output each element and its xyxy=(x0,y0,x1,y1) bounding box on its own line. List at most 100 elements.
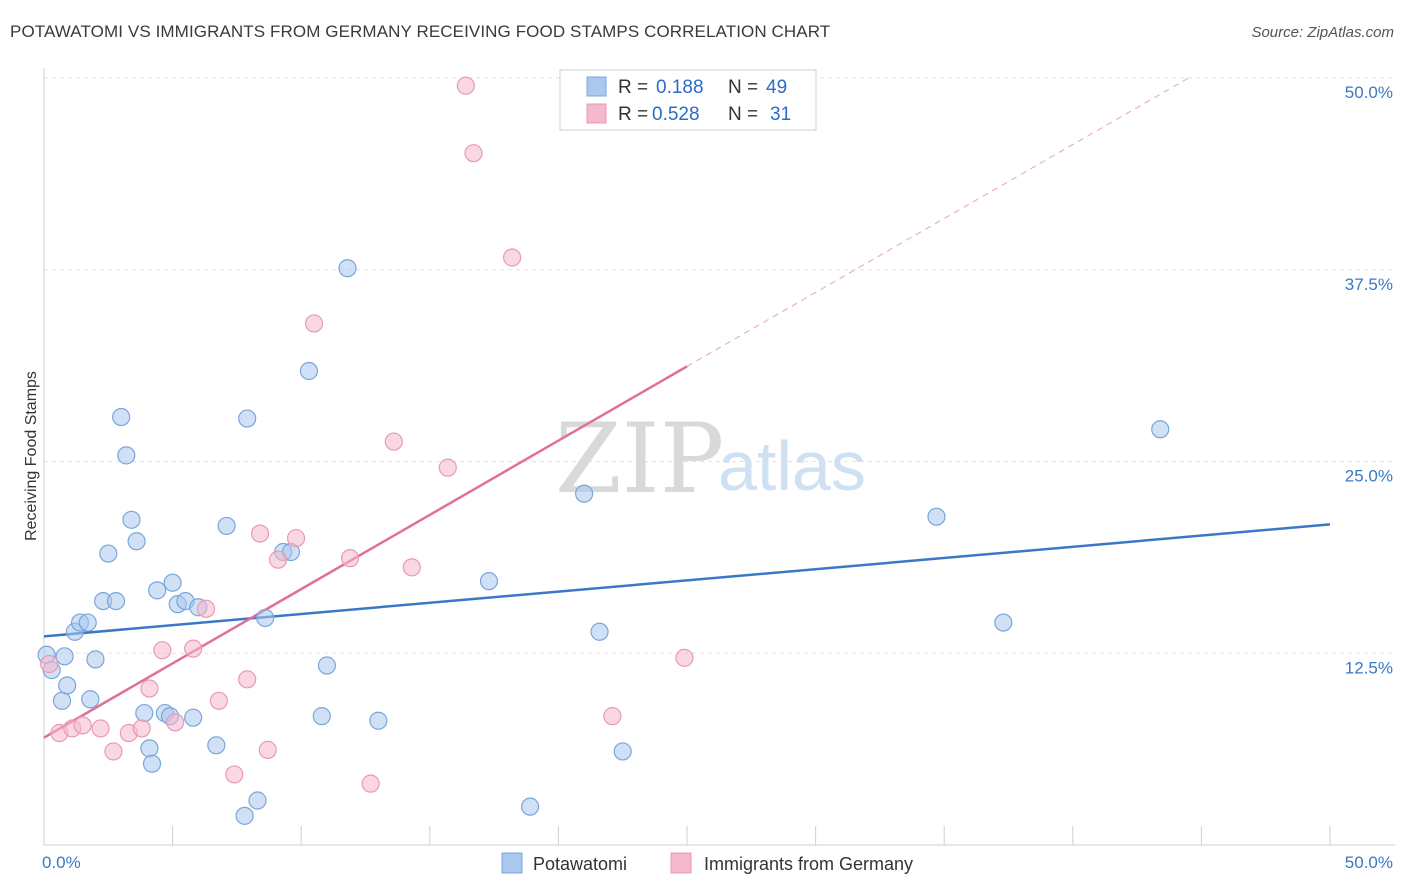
point-germany xyxy=(286,529,306,548)
point-germany xyxy=(402,558,421,577)
legend-r-value-1: 0.188 xyxy=(656,77,704,98)
point-potawatomi xyxy=(217,516,236,536)
point-potawatomi xyxy=(78,613,97,632)
point-potawatomi xyxy=(317,656,337,675)
point-potawatomi xyxy=(142,754,162,773)
point-germany xyxy=(384,432,403,451)
point-germany xyxy=(91,719,110,738)
source-label: Source: ZipAtlas.com xyxy=(1251,24,1394,41)
point-potawatomi xyxy=(590,622,609,641)
point-germany xyxy=(104,742,123,761)
point-germany xyxy=(258,740,277,759)
point-potawatomi xyxy=(256,608,275,628)
point-potawatomi xyxy=(55,647,74,666)
bottom-legend-label-pink: Immigrants from Germany xyxy=(704,854,913,874)
point-germany xyxy=(73,716,92,735)
legend-swatch-pink xyxy=(586,103,607,124)
point-potawatomi xyxy=(106,591,126,611)
bottom-legend-label-blue: Potawatomi xyxy=(533,854,627,874)
gridlines xyxy=(44,77,1395,654)
legend-box: R = 0.188 N = 49 R = 0.528 N = 31 xyxy=(559,69,817,131)
point-germany xyxy=(438,458,457,477)
watermark-atlas: atlas xyxy=(718,427,866,505)
point-potawatomi xyxy=(140,739,159,758)
point-germany xyxy=(361,774,380,793)
y-tick-label: 37.5% xyxy=(1345,275,1393,294)
legend-n-value-1: 49 xyxy=(766,77,787,98)
point-potawatomi xyxy=(163,573,182,592)
point-germany xyxy=(196,599,216,618)
point-potawatomi xyxy=(127,532,146,551)
point-potawatomi xyxy=(1151,420,1170,439)
legend-n-label-2: N = xyxy=(728,104,758,125)
point-germany xyxy=(40,654,59,674)
legend-n-label-1: N = xyxy=(728,77,758,98)
x-tick-label-min: 0.0% xyxy=(42,853,81,872)
y-tick-label: 25.0% xyxy=(1345,467,1393,486)
point-potawatomi xyxy=(184,708,203,727)
y-tick-label: 12.5% xyxy=(1345,658,1393,677)
point-potawatomi xyxy=(58,676,77,695)
point-germany xyxy=(209,691,228,710)
y-tick-label: 50.0% xyxy=(1345,83,1393,102)
point-potawatomi xyxy=(135,703,154,723)
point-germany xyxy=(166,713,185,732)
point-germany xyxy=(456,76,475,95)
bottom-legend-swatch-pink xyxy=(670,852,692,874)
point-potawatomi xyxy=(613,742,632,761)
chart-title: POTAWATOMI VS IMMIGRANTS FROM GERMANY RE… xyxy=(10,22,831,41)
bottom-legend: Potawatomi Immigrants from Germany xyxy=(501,852,913,874)
point-potawatomi xyxy=(112,407,131,427)
trend-line-germany-extension xyxy=(686,77,1189,367)
legend-r-value-2: 0.528 xyxy=(652,104,700,125)
point-potawatomi xyxy=(521,797,540,816)
point-germany xyxy=(184,639,203,658)
point-germany xyxy=(304,314,324,333)
trend-line-potawatomi xyxy=(43,523,1331,638)
point-potawatomi xyxy=(148,581,167,600)
point-potawatomi xyxy=(81,690,100,709)
legend-swatch-blue xyxy=(586,76,607,97)
bottom-legend-swatch-blue xyxy=(501,852,523,874)
axis-ticks xyxy=(43,826,1331,845)
y-axis-label: Receiving Food Stamps xyxy=(23,371,40,541)
point-potawatomi xyxy=(117,446,136,465)
y-tick-labels: 12.5% 25.0% 37.5% 50.0% xyxy=(1345,83,1393,677)
point-potawatomi xyxy=(338,259,357,278)
point-potawatomi xyxy=(479,572,499,591)
point-potawatomi xyxy=(122,510,141,529)
point-potawatomi xyxy=(312,707,331,726)
point-potawatomi xyxy=(927,507,946,526)
point-germany xyxy=(603,707,622,726)
point-potawatomi xyxy=(235,806,254,825)
point-potawatomi xyxy=(86,650,105,669)
point-potawatomi xyxy=(238,409,257,428)
point-potawatomi xyxy=(575,484,594,503)
point-potawatomi xyxy=(994,613,1013,632)
x-tick-label-max: 50.0% xyxy=(1345,853,1393,872)
legend-r-label-2: R = xyxy=(618,104,648,125)
point-germany xyxy=(238,670,257,689)
point-germany xyxy=(225,765,244,784)
trend-line-germany xyxy=(43,365,688,739)
point-potawatomi xyxy=(369,711,388,730)
point-germany xyxy=(140,679,159,698)
data-points xyxy=(37,76,1170,825)
point-germany xyxy=(250,524,270,543)
legend-r-label-1: R = xyxy=(618,77,648,98)
point-germany xyxy=(503,248,522,267)
point-potawatomi xyxy=(248,791,267,810)
point-potawatomi xyxy=(207,736,226,755)
point-germany xyxy=(675,648,694,667)
point-germany xyxy=(153,641,172,660)
legend-n-value-2: 31 xyxy=(770,104,791,125)
watermark: ZIP atlas xyxy=(555,403,866,515)
point-potawatomi xyxy=(52,691,72,710)
point-germany xyxy=(340,549,360,568)
point-potawatomi xyxy=(99,544,118,563)
point-potawatomi xyxy=(299,361,319,381)
axes xyxy=(43,68,1395,846)
point-germany xyxy=(268,550,288,569)
point-germany xyxy=(464,144,483,163)
